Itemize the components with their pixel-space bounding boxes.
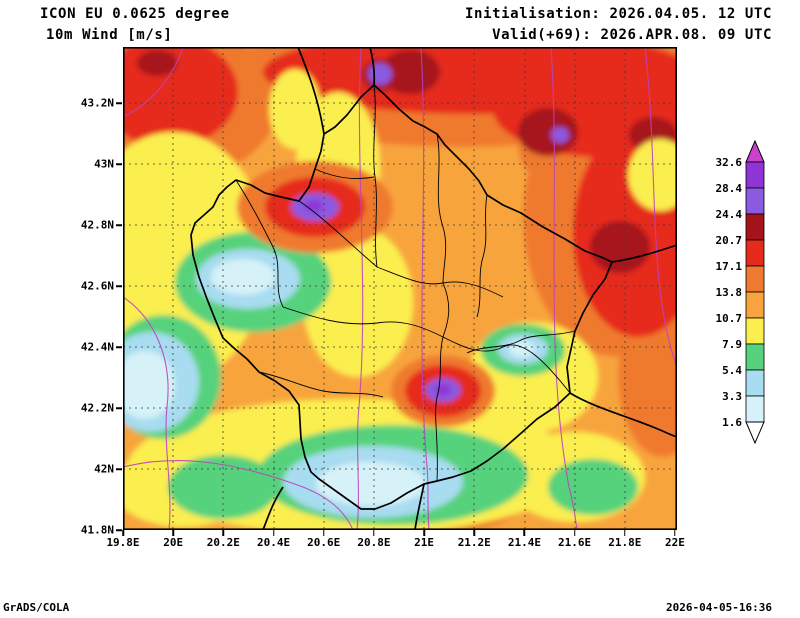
lon-label: 20.8E bbox=[357, 536, 391, 549]
lat-label: 41.8N bbox=[80, 523, 114, 537]
colorbar-label: 5.4 bbox=[722, 364, 742, 377]
lon-label: 21E bbox=[414, 536, 435, 549]
colorbar-band bbox=[745, 265, 765, 293]
lon-tick bbox=[624, 530, 626, 536]
lon-tick bbox=[172, 530, 174, 536]
lon-tick bbox=[423, 530, 425, 536]
lat-tick bbox=[116, 468, 122, 470]
lon-tick bbox=[523, 530, 526, 536]
lon-label: 21.2E bbox=[457, 536, 491, 549]
lon-label: 21.4E bbox=[507, 536, 541, 549]
lat-tick bbox=[116, 529, 122, 531]
valid-time-label: Valid(+69): 2026.APR.08. 09 UTC bbox=[492, 27, 772, 43]
lon-tick bbox=[373, 530, 375, 536]
lat-tick bbox=[116, 285, 122, 287]
colorbar-band bbox=[745, 239, 765, 267]
wind-fill-layer bbox=[123, 47, 677, 530]
lat-label: 42.4N bbox=[80, 340, 114, 354]
colorbar-label: 17.1 bbox=[716, 260, 743, 273]
colorbar-band bbox=[745, 369, 765, 397]
boundary-layer bbox=[190, 47, 677, 530]
wind-map-svg bbox=[123, 47, 678, 530]
colorbar-band bbox=[745, 161, 765, 189]
colorbar-label: 1.6 bbox=[722, 416, 742, 429]
lat-tick bbox=[116, 407, 122, 409]
lon-label: 20E bbox=[163, 536, 184, 549]
map-frame bbox=[123, 47, 678, 530]
lat-label: 43N bbox=[94, 157, 114, 171]
lat-label: 43.2N bbox=[80, 96, 114, 110]
contour-layer bbox=[123, 47, 677, 530]
grid-layer bbox=[123, 47, 677, 530]
colorbar-arrow-top bbox=[745, 139, 765, 163]
lon-label: 19.8E bbox=[106, 536, 140, 549]
wind-map bbox=[123, 47, 678, 530]
colorbar-label: 7.9 bbox=[722, 338, 742, 351]
colorbar-label: 3.3 bbox=[722, 390, 742, 403]
lon-label: 20.4E bbox=[256, 536, 291, 549]
lon-tick bbox=[573, 530, 576, 536]
init-time-label: Initialisation: 2026.04.05. 12 UTC bbox=[465, 6, 772, 22]
field-title: 10m Wind [m/s] bbox=[46, 27, 173, 43]
colorbar-band bbox=[745, 213, 765, 241]
lon-tick bbox=[122, 530, 124, 536]
lat-tick bbox=[116, 346, 122, 348]
lat-tick bbox=[116, 224, 122, 226]
lon-tick bbox=[272, 530, 275, 536]
lon-label: 22E bbox=[665, 536, 685, 549]
colorbar-label: 24.4 bbox=[716, 208, 743, 221]
lon-tick bbox=[222, 530, 225, 536]
colorbar-svg: 32.6 28.4 24.4 20.7 17.1 13.8 10.7 7.9 5.4 3.3 1.6 bbox=[716, 139, 765, 445]
lat-tick bbox=[116, 163, 122, 165]
lon-label: 21.6E bbox=[558, 536, 592, 549]
colorbar-label: 10.7 bbox=[716, 312, 743, 325]
colorbar-band bbox=[745, 395, 765, 423]
lat-label: 42.8N bbox=[80, 218, 114, 232]
creation-timestamp: 2026-04-05-16:36 bbox=[666, 601, 772, 614]
model-title: ICON EU 0.0625 degree bbox=[40, 6, 230, 22]
colorbar-label: 28.4 bbox=[716, 182, 743, 195]
colorbar-label: 32.6 bbox=[716, 156, 743, 169]
lat-label: 42N bbox=[94, 462, 114, 476]
colorbar-label: 13.8 bbox=[716, 286, 743, 299]
colorbar-label: 20.7 bbox=[716, 234, 743, 247]
lon-tick bbox=[674, 530, 676, 536]
colorbar-band bbox=[745, 291, 765, 319]
colorbar-band bbox=[745, 317, 765, 345]
colorbar-band bbox=[745, 343, 765, 371]
lat-tick bbox=[116, 102, 122, 104]
lon-label: 21.8E bbox=[608, 536, 642, 549]
lon-tick bbox=[473, 530, 475, 536]
lon-tick bbox=[322, 530, 325, 536]
lat-label: 42.2N bbox=[80, 401, 114, 415]
grads-credit: GrADS/COLA bbox=[3, 601, 70, 614]
colorbar-arrow-bottom bbox=[745, 421, 765, 445]
lat-label: 42.6N bbox=[80, 279, 114, 293]
colorbar-band bbox=[745, 187, 765, 215]
lon-label: 20.6E bbox=[307, 536, 341, 549]
lon-label: 20.2E bbox=[206, 536, 240, 549]
